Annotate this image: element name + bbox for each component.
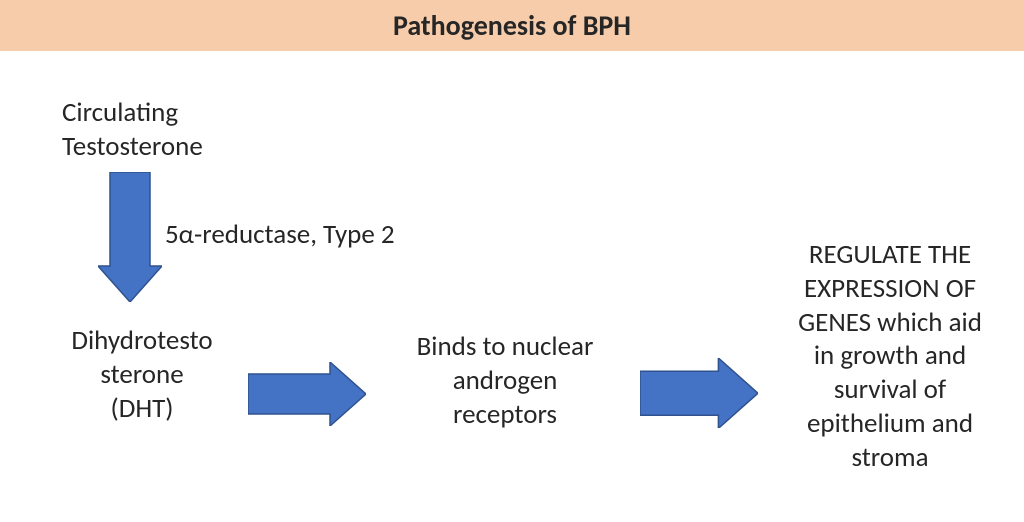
- title-text: Pathogenesis of BPH: [393, 8, 631, 43]
- node-enzyme-label: 5α-reductase, Type 2: [165, 218, 465, 252]
- node-binds: Binds to nuclear androgen receptors: [385, 330, 625, 431]
- arrow-right-icon: [248, 362, 366, 426]
- node-testosterone: Circulating Testosterone: [62, 96, 282, 164]
- title-bar: Pathogenesis of BPH: [0, 0, 1024, 51]
- arrow-down-icon: [98, 172, 162, 302]
- node-regulate: REGULATE THE EXPRESSION OF GENES which a…: [770, 238, 1010, 474]
- arrow-right-icon: [640, 358, 758, 428]
- node-dht: Dihydrotesto sterone (DHT): [42, 324, 242, 425]
